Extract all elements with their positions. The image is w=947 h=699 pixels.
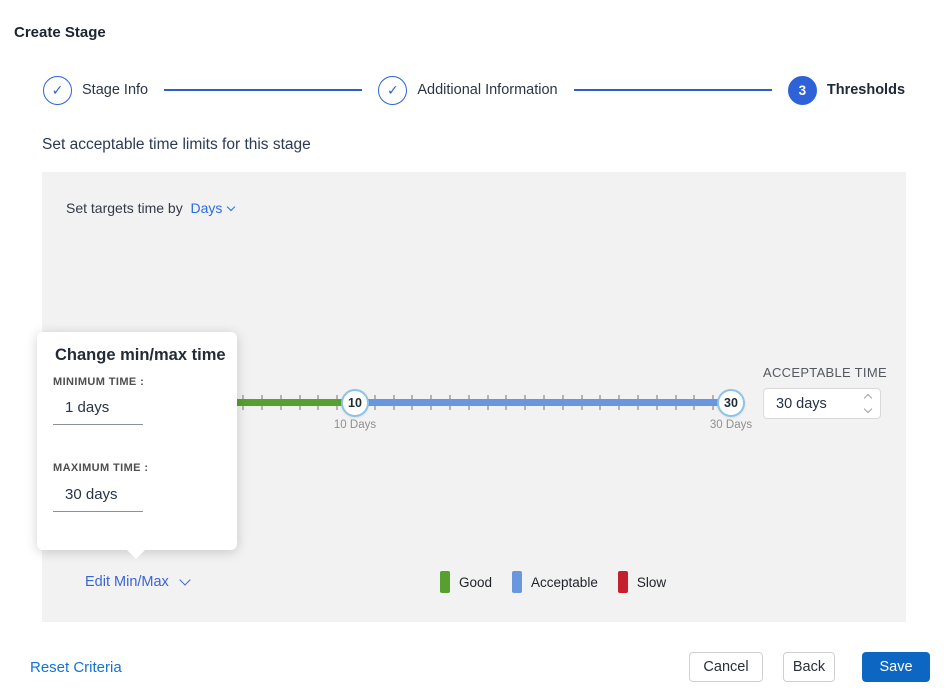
slider-track-good[interactable]	[167, 399, 355, 406]
minimum-time-underline	[53, 424, 143, 425]
legend-label: Acceptable	[531, 574, 598, 590]
legend-item-good: Good	[440, 571, 492, 593]
slider-min-label: 10 Days	[333, 419, 377, 431]
step-thresholds[interactable]: 3 Thresholds	[787, 75, 906, 105]
wizard-stepper: ✓ Stage Info ✓ Additional Information 3 …	[43, 75, 905, 105]
step-stage-info[interactable]: ✓ Stage Info	[43, 75, 149, 105]
page-title: Create Stage	[14, 24, 106, 41]
acceptable-time-stepper	[863, 393, 880, 414]
step-label: Additional Information	[417, 82, 558, 98]
slider-handle-min[interactable]: 10	[341, 389, 369, 417]
good-swatch	[440, 571, 450, 593]
acceptable-swatch	[512, 571, 523, 593]
slider-max-label: 30 Days	[709, 419, 753, 431]
edit-minmax-link[interactable]: Edit Min/Max	[85, 574, 191, 590]
stepper-connector	[573, 89, 772, 91]
unit-dropdown-value: Days	[190, 200, 223, 216]
step-additional-information[interactable]: ✓ Additional Information	[378, 75, 558, 105]
step-label: Thresholds	[826, 82, 906, 98]
maximum-time-field[interactable]: 30 days	[65, 486, 118, 503]
stepper-connector	[164, 89, 363, 91]
minimum-time-field[interactable]: 1 days	[65, 399, 110, 416]
maximum-time-label: MAXIMUM TIME :	[53, 462, 149, 474]
acceptable-time-label: ACCEPTABLE TIME	[763, 365, 887, 380]
spinner-down-icon[interactable]	[863, 404, 873, 414]
spinner-up-icon[interactable]	[863, 393, 873, 403]
save-button[interactable]: Save	[862, 652, 930, 682]
reset-criteria-link[interactable]: Reset Criteria	[30, 659, 122, 676]
back-button[interactable]: Back	[783, 652, 835, 682]
check-circle-icon: ✓	[43, 75, 72, 105]
check-circle-icon: ✓	[378, 75, 408, 105]
slider-track-acceptable[interactable]	[355, 399, 745, 406]
legend-item-acceptable: Acceptable	[512, 571, 598, 593]
step-number-badge: 3	[787, 75, 817, 105]
threshold-slider: 10 30 10 Days 30 Days	[42, 172, 906, 622]
maximum-time-underline	[53, 511, 143, 512]
unit-dropdown[interactable]: Days	[187, 200, 236, 216]
legend-item-slow: Slow	[617, 571, 667, 593]
chevron-down-icon	[179, 574, 191, 586]
acceptable-time-value: 30 days	[776, 395, 827, 412]
cancel-button[interactable]: Cancel	[689, 652, 763, 682]
minmax-popup: Change min/max time MINIMUM TIME : 1 day…	[37, 332, 237, 559]
slow-swatch	[617, 571, 628, 593]
minimum-time-label: MINIMUM TIME :	[53, 376, 145, 388]
targets-time-text: Set targets time by	[66, 200, 183, 216]
targets-time-row: Set targets time by Days	[66, 200, 236, 216]
legend-label: Good	[459, 574, 493, 590]
edit-minmax-label: Edit Min/Max	[85, 574, 169, 590]
legend-label: Slow	[636, 574, 667, 590]
section-heading: Set acceptable time limits for this stag…	[42, 136, 311, 153]
acceptable-time-input[interactable]: 30 days	[763, 388, 881, 419]
slider-handle-max[interactable]: 30	[717, 389, 745, 417]
threshold-legend: Good Acceptable Slow	[440, 571, 666, 593]
step-label: Stage Info	[82, 82, 149, 98]
popup-title: Change min/max time	[55, 346, 226, 364]
